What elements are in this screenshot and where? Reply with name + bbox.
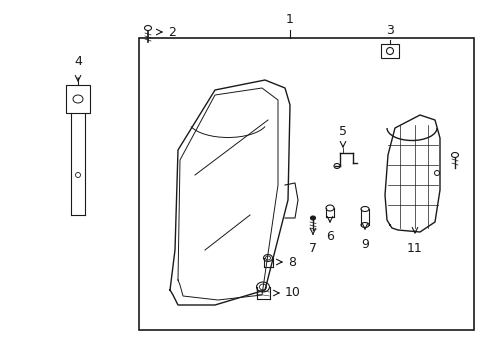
Ellipse shape	[263, 255, 272, 261]
Text: 6: 6	[325, 230, 333, 243]
Ellipse shape	[325, 205, 333, 211]
Ellipse shape	[75, 172, 81, 177]
FancyBboxPatch shape	[66, 85, 90, 113]
Text: 10: 10	[285, 287, 300, 300]
Text: 5: 5	[338, 125, 346, 138]
Bar	[139, 38, 473, 330]
Ellipse shape	[386, 48, 393, 54]
Text: 3: 3	[385, 24, 393, 37]
Text: 7: 7	[308, 242, 316, 255]
Ellipse shape	[333, 163, 339, 168]
Ellipse shape	[434, 171, 439, 176]
Ellipse shape	[450, 153, 458, 158]
Text: 8: 8	[287, 256, 295, 269]
Text: 2: 2	[168, 26, 176, 39]
Text: 9: 9	[360, 238, 368, 251]
Ellipse shape	[259, 284, 266, 290]
Ellipse shape	[256, 282, 269, 292]
Text: 4: 4	[74, 55, 82, 68]
Text: 11: 11	[407, 242, 422, 255]
Ellipse shape	[360, 222, 368, 228]
Ellipse shape	[73, 95, 83, 103]
Ellipse shape	[360, 207, 368, 212]
Ellipse shape	[265, 256, 270, 260]
Text: 1: 1	[285, 13, 293, 26]
Ellipse shape	[310, 216, 315, 220]
Ellipse shape	[144, 26, 151, 31]
Bar	[380, 44, 398, 58]
